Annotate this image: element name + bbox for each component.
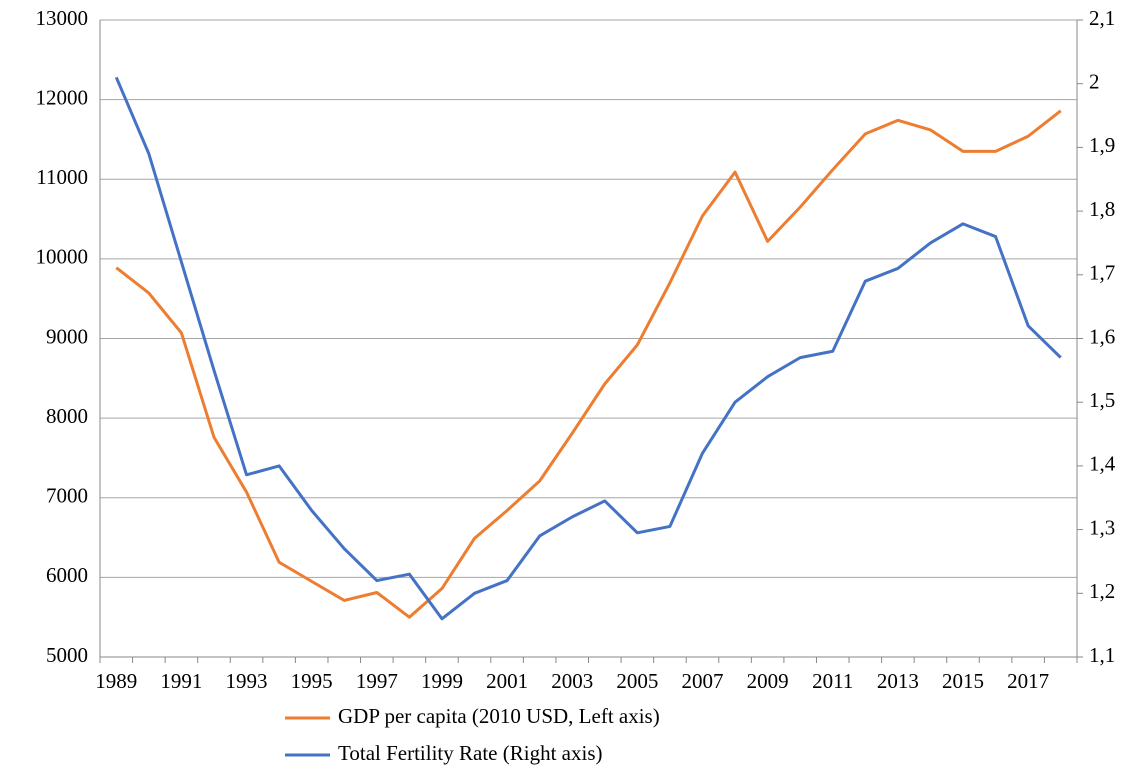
y-tick-label: 9000 bbox=[46, 324, 88, 348]
x-tick-label: 1995 bbox=[291, 669, 333, 693]
x-tick-label: 2017 bbox=[1007, 669, 1049, 693]
legend-label: GDP per capita (2010 USD, Left axis) bbox=[338, 704, 660, 728]
y2-tick-label: 1,6 bbox=[1089, 324, 1115, 348]
y-tick-label: 7000 bbox=[46, 484, 88, 508]
x-tick-label: 2007 bbox=[681, 669, 723, 693]
y2-tick-label: 2 bbox=[1089, 70, 1100, 94]
y2-tick-label: 1,2 bbox=[1089, 579, 1115, 603]
x-tick-label: 2015 bbox=[942, 669, 984, 693]
y-tick-label: 12000 bbox=[36, 85, 89, 109]
series-line bbox=[115, 109, 1062, 619]
y-tick-label: 8000 bbox=[46, 404, 88, 428]
y2-tick-label: 1,1 bbox=[1089, 643, 1115, 667]
x-tick-label: 2005 bbox=[616, 669, 658, 693]
y2-tick-label: 2,1 bbox=[1089, 6, 1115, 30]
x-tick-label: 2013 bbox=[877, 669, 919, 693]
legend-label: Total Fertility Rate (Right axis) bbox=[338, 741, 603, 765]
x-tick-label: 1989 bbox=[95, 669, 137, 693]
x-tick-label: 1999 bbox=[421, 669, 463, 693]
y2-tick-label: 1,4 bbox=[1089, 452, 1116, 476]
y-tick-label: 6000 bbox=[46, 563, 88, 587]
x-tick-label: 1993 bbox=[226, 669, 268, 693]
y-tick-label: 11000 bbox=[36, 165, 88, 189]
series-line bbox=[114, 76, 1062, 621]
y-tick-label: 5000 bbox=[46, 643, 88, 667]
y2-tick-label: 1,8 bbox=[1089, 197, 1115, 221]
y-tick-label: 13000 bbox=[36, 6, 89, 30]
x-tick-label: 1991 bbox=[160, 669, 202, 693]
x-tick-label: 1997 bbox=[356, 669, 398, 693]
y2-tick-label: 1,5 bbox=[1089, 388, 1115, 412]
x-tick-label: 2009 bbox=[747, 669, 789, 693]
x-tick-label: 2011 bbox=[812, 669, 853, 693]
x-tick-label: 2001 bbox=[486, 669, 528, 693]
y2-tick-label: 1,9 bbox=[1089, 133, 1115, 157]
x-tick-label: 2003 bbox=[551, 669, 593, 693]
y2-tick-label: 1,3 bbox=[1089, 515, 1115, 539]
y2-tick-label: 1,7 bbox=[1089, 261, 1115, 285]
y-tick-label: 10000 bbox=[36, 245, 89, 269]
